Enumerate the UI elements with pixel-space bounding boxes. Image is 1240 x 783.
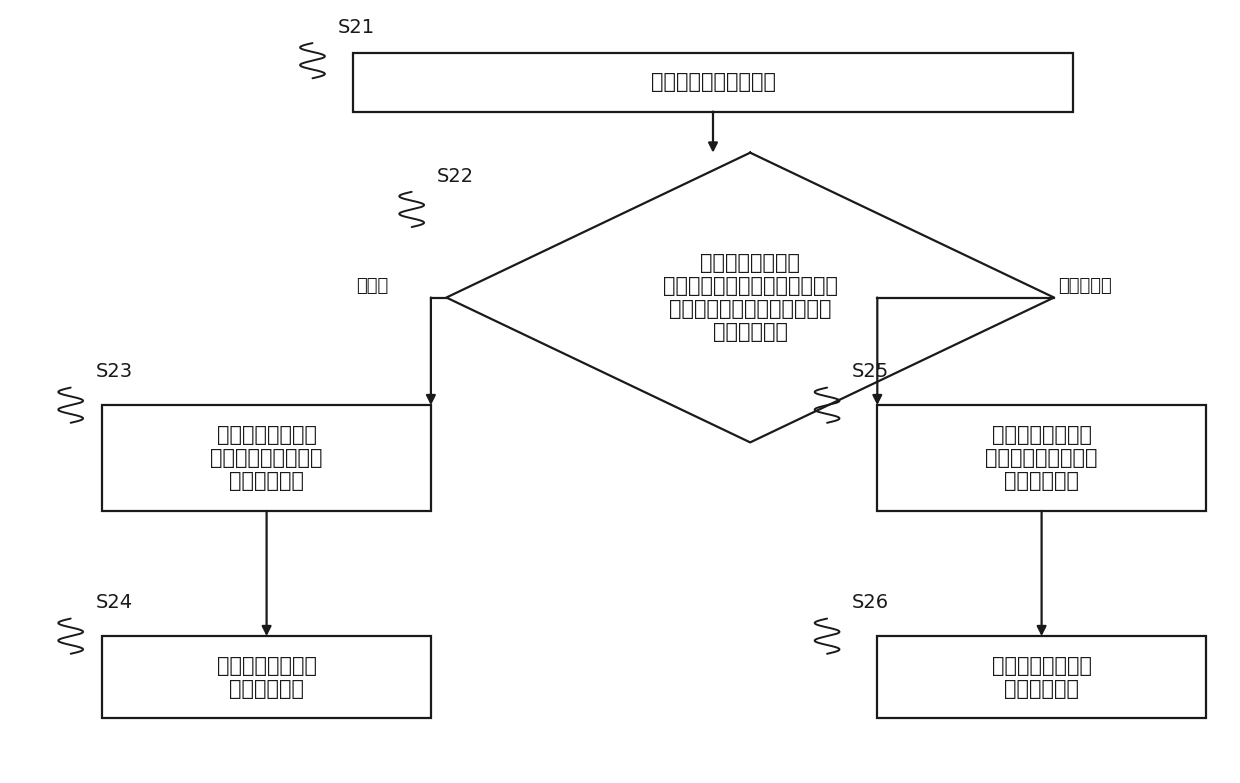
Polygon shape xyxy=(446,153,1054,442)
Text: S22: S22 xyxy=(436,167,474,186)
Text: 均通过: 均通过 xyxy=(356,277,388,294)
Text: 获取车辆空调环境信息: 获取车辆空调环境信息 xyxy=(651,72,775,92)
Text: 存在未通过: 存在未通过 xyxy=(1058,277,1112,294)
FancyBboxPatch shape xyxy=(878,406,1205,511)
FancyBboxPatch shape xyxy=(102,636,432,719)
Text: 确定当前车辆空调
环境状态不属于空调
舒适环境状态: 确定当前车辆空调 环境状态不属于空调 舒适环境状态 xyxy=(986,425,1097,491)
FancyBboxPatch shape xyxy=(102,406,432,511)
FancyBboxPatch shape xyxy=(878,636,1205,719)
Text: 分别针对车辆空调
环境信息下多个空调环境参数所
对应的各个舒适度判定条件进
行舒适度判断: 分别针对车辆空调 环境信息下多个空调环境参数所 对应的各个舒适度判定条件进 行舒… xyxy=(662,253,838,342)
Text: S25: S25 xyxy=(852,363,889,381)
Text: 控制车辆空调执行
第二工作模式: 控制车辆空调执行 第二工作模式 xyxy=(217,655,316,699)
Text: 确定当前车辆空调
环境状态是属于空调
舒适环境状态: 确定当前车辆空调 环境状态是属于空调 舒适环境状态 xyxy=(211,425,322,491)
Text: S24: S24 xyxy=(95,594,133,612)
Text: S23: S23 xyxy=(95,363,133,381)
FancyBboxPatch shape xyxy=(353,52,1073,111)
Text: S26: S26 xyxy=(852,594,889,612)
Text: 控制车辆空调执行
第一工作模式: 控制车辆空调执行 第一工作模式 xyxy=(992,655,1091,699)
Text: S21: S21 xyxy=(337,18,374,37)
